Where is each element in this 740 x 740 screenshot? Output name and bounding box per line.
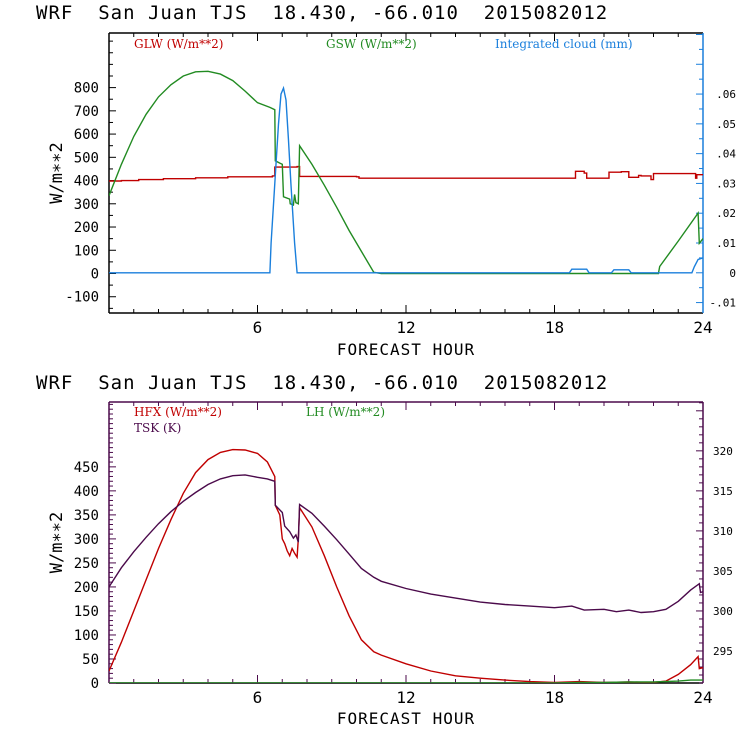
- legend-entry: LH (W/m**2): [306, 405, 385, 419]
- y-tick-label: 300: [74, 532, 99, 548]
- legend-entry: GSW (W/m**2): [326, 37, 417, 51]
- x-tick-label: 18: [545, 318, 564, 337]
- x-tick-label: 18: [545, 688, 564, 707]
- tsk-series-line: [109, 474, 703, 614]
- y2-tick-label: .02: [716, 207, 736, 220]
- x-tick-label: 6: [253, 688, 263, 707]
- y-tick-label: 450: [74, 460, 99, 476]
- legend-entry: TSK (K): [134, 421, 181, 435]
- series-group: [109, 70, 703, 275]
- y-tick-label: 800: [74, 81, 99, 97]
- y2-tick-label: .05: [716, 118, 736, 131]
- x-tick-label: 12: [396, 318, 415, 337]
- x-tick-label: 6: [253, 318, 263, 337]
- y2-tick-label: -.01: [710, 297, 737, 310]
- y2-tick-label: 315: [713, 485, 733, 498]
- legend-entry: HFX (W/m**2): [134, 405, 222, 419]
- x-tick-label: 24: [693, 318, 712, 337]
- y-tick-label: 100: [74, 243, 99, 259]
- y-tick-label: 0: [91, 676, 99, 692]
- y2-tick-label: 0: [729, 267, 736, 280]
- legend-entry: GLW (W/m**2): [134, 37, 223, 51]
- y2-tick-label: 320: [713, 445, 733, 458]
- glw-series-line: [109, 165, 703, 182]
- y-tick-label: 250: [74, 556, 99, 572]
- y-tick-label: 300: [74, 197, 99, 213]
- integrated-series-line: [109, 85, 703, 274]
- x-tick-label: 24: [693, 688, 712, 707]
- y-tick-label: 200: [74, 580, 99, 596]
- series-group: [109, 448, 703, 683]
- legend-entry: Integrated cloud (mm): [495, 37, 633, 51]
- y-tick-label: 150: [74, 604, 99, 620]
- x-tick-label: 12: [396, 688, 415, 707]
- y-tick-label: 350: [74, 508, 99, 524]
- y2-tick-label: 310: [713, 525, 733, 538]
- hfx-series-line: [109, 448, 703, 683]
- bottom-panel: 6 12 18 24 FORECAST HOUR 0 50 100 150 200 250 300 35…: [47, 401, 733, 728]
- y2-tick-label: 300: [713, 605, 733, 618]
- top-panel: 6 12 18 24 FORECAST HOUR -100 0 100 200 300 400 500…: [47, 32, 737, 359]
- x-axis-label: FORECAST HOUR: [337, 340, 475, 359]
- y-tick-label: 0: [91, 266, 99, 282]
- top-panel-title: WRF San Juan TJS 18.430, -66.010 2015082…: [36, 2, 609, 24]
- y2-tick-label: .03: [716, 177, 736, 190]
- y2-tick-label: .04: [716, 148, 736, 161]
- y-tick-label: 50: [82, 652, 99, 668]
- y-tick-label: 500: [74, 150, 99, 166]
- y2-tick-label: 305: [713, 565, 733, 578]
- y-tick-label: 200: [74, 220, 99, 236]
- lh-series-line: [109, 679, 703, 683]
- y-tick-label: 700: [74, 104, 99, 120]
- y-tick-label: 400: [74, 484, 99, 500]
- y-tick-label: 600: [74, 127, 99, 143]
- y2-tick-label: .06: [716, 88, 736, 101]
- bottom-panel-title: WRF San Juan TJS 18.430, -66.010 2015082…: [36, 372, 609, 394]
- y-axis-label: W/m∗∗2: [47, 142, 67, 203]
- y2-tick-label: 295: [713, 645, 733, 658]
- y2-tick-label: .01: [716, 237, 736, 250]
- y-tick-label: 100: [74, 628, 99, 644]
- x-axis-label: FORECAST HOUR: [337, 709, 475, 728]
- y-axis-label: W/m∗∗2: [47, 512, 67, 573]
- y-tick-label: 400: [74, 174, 99, 190]
- y-tick-label: -100: [65, 290, 99, 306]
